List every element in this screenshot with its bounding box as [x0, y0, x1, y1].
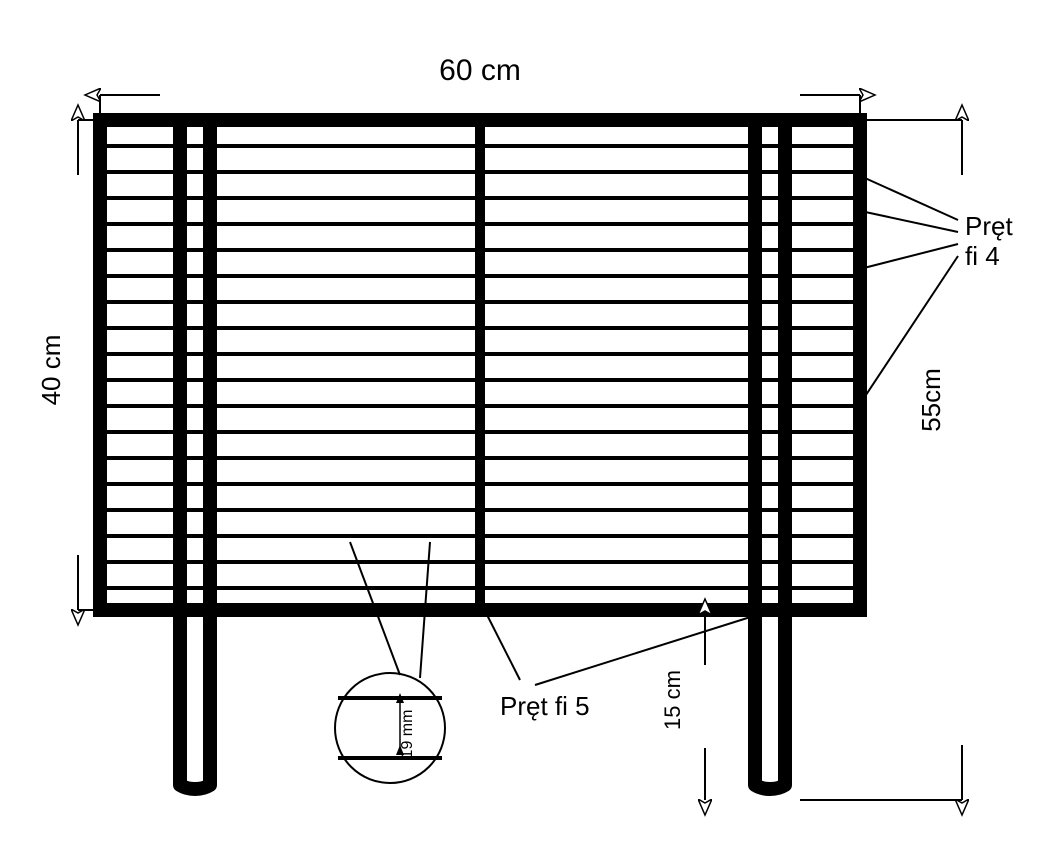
detail-circle: 19 mm: [335, 542, 445, 783]
dim-left-40cm: 40 cm: [36, 120, 100, 610]
callout-fi5-label: Pręt fi 5: [500, 691, 590, 721]
technical-drawing: 60 cm 40 cm 55cm 15 cm Pręt fi 4 Pręt fi…: [0, 0, 1044, 860]
dim-right-label: 55cm: [916, 368, 946, 432]
dim-top-60cm: 60 cm: [100, 54, 860, 120]
callout-fi5: Pręt fi 5: [482, 605, 760, 721]
grill: [93, 120, 867, 789]
dim-top-label: 60 cm: [439, 54, 521, 87]
right-leg-foot: [755, 785, 785, 789]
callout-fi4-line1: Pręt: [965, 211, 1013, 241]
dim-left-label: 40 cm: [36, 335, 66, 406]
dim-leg-label: 15 cm: [660, 670, 685, 730]
callout-fi4-line2: fi 4: [965, 241, 1000, 271]
dim-leg-15cm: 15 cm: [660, 614, 705, 800]
detail-gap-label: 19 mm: [399, 710, 416, 759]
left-leg-foot: [180, 785, 210, 789]
